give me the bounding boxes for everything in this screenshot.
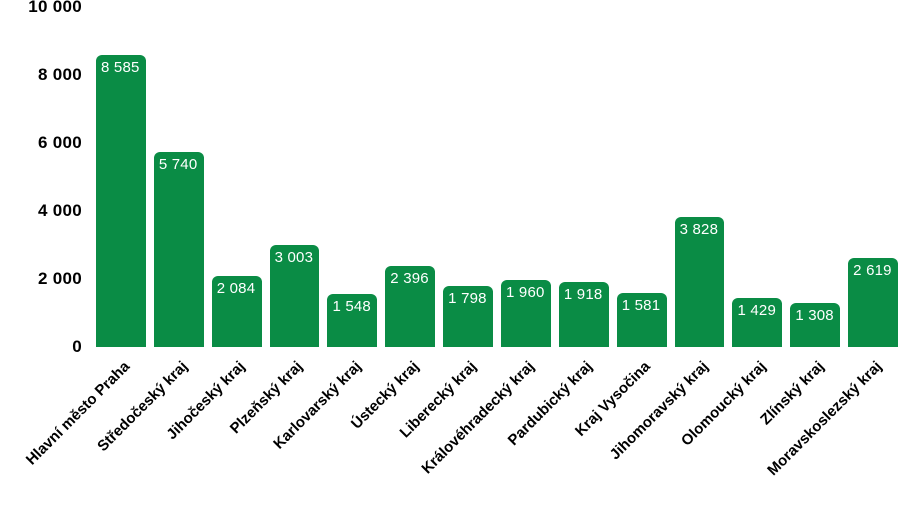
bar-13: 1 308 [790, 302, 841, 347]
bar-value-label: 1 918 [563, 285, 603, 303]
bar-10: 1 581 [616, 293, 667, 347]
x-axis-label: Moravskoslezský kraj [763, 358, 886, 480]
bar-value-label: 8 585 [101, 59, 140, 77]
bar-value-label: 2 084 [216, 280, 256, 298]
bar-value-label: 1 308 [795, 306, 834, 324]
bar-value-label: 1 581 [621, 297, 661, 315]
bar-value-label: 3 003 [274, 248, 314, 266]
y-tick-label: 4 000 [37, 201, 82, 220]
x-axis: Hlavní město Praha Středočeský kraj Jihoče… [0, 358, 900, 507]
bar-8: 1 960 [501, 280, 551, 347]
bar-value-label: 1 548 [332, 298, 371, 316]
bar-3: 2 084 [211, 276, 262, 347]
x-axis-label: Královéhradecký kraj [418, 358, 538, 478]
y-axis: 0 2 000 4 000 6 000 8 000 10 000 [0, 0, 82, 356]
y-tick-label: 6 000 [37, 133, 82, 152]
bar-4: 3 003 [269, 244, 320, 347]
bar-value-label: 1 798 [448, 289, 487, 307]
y-tick-label: 10 000 [28, 0, 82, 16]
y-tick-label: 2 000 [37, 269, 82, 288]
y-tick-label: 0 [72, 337, 82, 356]
bar-7: 1 798 [443, 285, 494, 347]
x-axis-label: Hlavní město Praha [22, 358, 133, 469]
bar-6: 2 396 [385, 265, 436, 347]
bar-2: 5 740 [153, 151, 204, 347]
x-axis-label: Jihomoravský kraj [606, 358, 712, 464]
y-tick-label: 8 000 [37, 65, 82, 84]
bar-12: 1 429 [732, 298, 783, 347]
bar-1: 8 585 [96, 55, 146, 347]
bar-14: 2 619 [848, 257, 899, 347]
plot-area: 8 585 5 740 2 084 3 003 1 548 2 396 1 798 1 960… [96, 7, 899, 347]
bar-value-label: 3 828 [679, 220, 719, 238]
bar-value-label: 1 960 [506, 284, 545, 302]
bar-11: 3 828 [674, 216, 725, 347]
bar-value-label: 2 619 [853, 261, 892, 279]
bar-value-label: 5 740 [158, 155, 198, 173]
bar-value-label: 1 429 [737, 302, 776, 320]
bar-5: 1 548 [327, 294, 378, 347]
bar-value-label: 2 396 [390, 269, 429, 287]
bar-9: 1 918 [558, 281, 609, 347]
